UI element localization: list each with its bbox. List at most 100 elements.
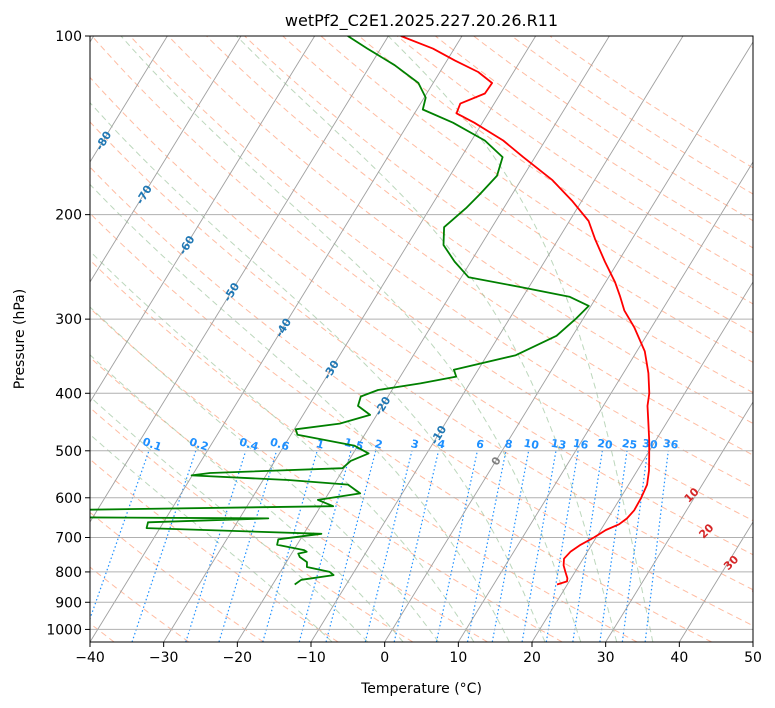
mixing-ratio-label: 1	[315, 437, 326, 452]
chart-title: wetPf2_C2E1.2025.227.20.26.R11	[285, 11, 558, 31]
dry-adiabat-line	[90, 259, 638, 642]
profile-lines	[90, 36, 651, 586]
mixing-ratio-label: 10	[523, 437, 541, 453]
isotherm-label: -90	[44, 88, 66, 112]
mixing-ratio-label: 0.1	[141, 435, 164, 454]
y-tick-label: 500	[55, 444, 82, 460]
y-tick-label: 700	[55, 531, 82, 547]
isotherm-label: -100	[0, 41, 21, 72]
y-tick-label: 300	[55, 312, 82, 328]
mixing-ratio-label: 30	[642, 437, 659, 452]
mixing-ratio-label: 6	[475, 437, 486, 451]
mixing-ratio-label: 20	[596, 437, 613, 452]
y-tick-label: 200	[55, 208, 82, 224]
mixing-ratio-line	[185, 450, 247, 642]
x-axis-title: Temperature (°C)	[360, 681, 482, 697]
dry-adiabat-line	[90, 407, 414, 642]
x-tick-label: 50	[744, 650, 762, 666]
y-axis-ticks: 100 200 300 400 500 600 700 800 900 1000	[46, 29, 90, 638]
y-tick-label: 400	[55, 386, 82, 402]
x-tick-label: −40	[75, 650, 105, 666]
y-tick-label: 900	[55, 595, 82, 611]
dry-adiabat-line	[320, 36, 753, 334]
mixing-ratio-line	[621, 450, 649, 642]
dry-adiabat-label: 40	[748, 581, 768, 601]
mixing-ratio-lines	[90, 450, 669, 642]
isotherm-line	[605, 401, 753, 642]
moist-adiabat-line	[90, 183, 510, 642]
mixing-ratio-line	[131, 450, 197, 642]
mixing-ratio-line	[599, 450, 628, 642]
plot-background	[90, 36, 753, 642]
mixing-ratio-line	[393, 450, 440, 642]
dry-adiabat-line	[511, 36, 753, 195]
dry-adiabat-line	[206, 36, 753, 424]
moist-adiabat-line	[90, 306, 439, 642]
mixing-ratio-label: 36	[662, 437, 679, 452]
mixing-ratio-label: 0.4	[238, 435, 261, 453]
plot-frame	[89, 35, 754, 643]
moist-adiabat-line	[90, 101, 546, 642]
dewpoint-profile-line	[90, 36, 590, 586]
mixing-ratio-line	[364, 450, 413, 642]
moist-adiabat-line	[90, 396, 369, 642]
x-tick-label: −30	[149, 650, 179, 666]
isotherm-lines	[90, 36, 753, 642]
pressure-grid	[90, 36, 753, 630]
mixing-ratio-label: 16	[572, 437, 590, 452]
mixing-ratio-line	[325, 450, 377, 642]
dry-adiabat-line	[396, 36, 753, 277]
dry-adiabat-line	[473, 36, 753, 222]
x-tick-label: 30	[597, 650, 615, 666]
isotherm-line	[752, 641, 753, 642]
isotherm-line	[90, 36, 389, 523]
mixing-ratio-label: 25	[621, 437, 638, 452]
isotherm-line	[163, 36, 537, 642]
dry-adiabat-line	[90, 356, 488, 642]
x-tick-label: −10	[296, 650, 326, 666]
isotherm-line	[531, 281, 753, 642]
isotherm-line	[457, 161, 753, 642]
isotherm-line	[90, 36, 168, 163]
isotherm-line	[90, 36, 242, 283]
isotherm-line	[236, 36, 610, 642]
isotherm-line	[90, 36, 316, 403]
y-tick-label: 1000	[46, 622, 82, 638]
mixing-ratio-line	[435, 450, 478, 642]
moist-adiabat-line	[120, 36, 582, 642]
mixing-ratio-line	[644, 450, 669, 642]
mixing-ratio-line	[491, 450, 530, 642]
dry-adiabat-line	[435, 36, 753, 249]
moist-adiabat-line	[90, 433, 333, 642]
dry-adiabat-line	[90, 212, 712, 642]
mixing-ratio-line	[90, 450, 150, 621]
mixing-ratio-line	[466, 450, 507, 642]
mixing-ratio-label: 2	[373, 437, 384, 452]
mixing-ratio-line	[262, 450, 318, 642]
mixing-ratio-label: 3	[409, 437, 420, 451]
dry-adiabat-line	[90, 76, 753, 556]
x-tick-label: 40	[670, 650, 688, 666]
x-tick-label: −20	[223, 650, 253, 666]
y-tick-label: 100	[55, 29, 82, 45]
mixing-ratio-label: 0.6	[268, 435, 291, 453]
moist-adiabat-line	[90, 250, 475, 642]
y-axis-title: Pressure (hPa)	[12, 289, 28, 389]
temperature-profile-line	[400, 36, 651, 586]
mixing-ratio-label: 4	[436, 437, 447, 451]
dry-adiabat-line	[358, 36, 753, 305]
dry-adiabat-line	[90, 307, 563, 642]
dry-adiabat-line	[90, 121, 753, 591]
isotherm-line	[384, 41, 753, 642]
isotherm-line	[90, 36, 463, 642]
moist-adiabat-line	[387, 36, 654, 642]
dry-adiabat-line	[91, 36, 753, 522]
x-tick-label: 20	[523, 650, 541, 666]
x-axis-ticks: −40 −30 −20 −10 0 10 20 30 40 50	[75, 642, 762, 666]
isotherm-line	[678, 521, 753, 642]
dry-adiabat-line	[90, 511, 264, 642]
y-tick-label: 800	[55, 565, 82, 581]
dry-adiabat-line	[549, 36, 753, 169]
isotherm-line	[310, 36, 684, 642]
